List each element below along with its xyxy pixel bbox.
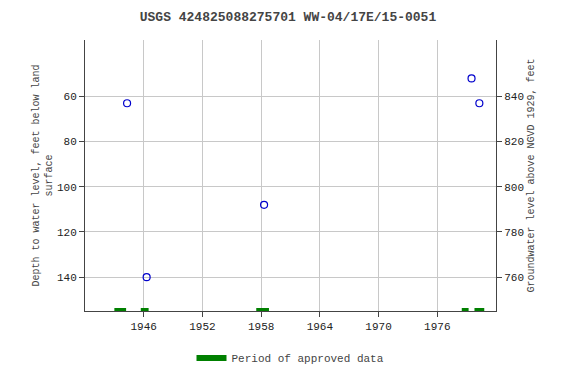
svg-text:820: 820 xyxy=(504,136,524,148)
svg-text:USGS 424825088275701 WW-04/17E: USGS 424825088275701 WW-04/17E/15-0051 xyxy=(140,10,437,25)
svg-text:840: 840 xyxy=(504,91,524,103)
svg-text:1964: 1964 xyxy=(307,321,334,333)
svg-text:760: 760 xyxy=(504,272,524,284)
svg-text:780: 780 xyxy=(504,227,524,239)
svg-text:60: 60 xyxy=(64,91,77,103)
svg-text:100: 100 xyxy=(57,182,77,194)
svg-text:140: 140 xyxy=(57,272,77,284)
svg-text:80: 80 xyxy=(64,136,77,148)
svg-text:1976: 1976 xyxy=(424,321,450,333)
svg-text:1970: 1970 xyxy=(365,321,391,333)
svg-text:800: 800 xyxy=(504,182,524,194)
svg-text:1952: 1952 xyxy=(189,321,215,333)
svg-text:Period of approved data: Period of approved data xyxy=(232,353,384,365)
svg-text:Depth to water level, feet bel: Depth to water level, feet below landsur… xyxy=(31,64,55,286)
svg-text:1946: 1946 xyxy=(131,321,157,333)
svg-text:1958: 1958 xyxy=(248,321,274,333)
svg-text:Groundwater level above NGVD 1: Groundwater level above NGVD 1929, feet xyxy=(526,58,537,292)
svg-text:120: 120 xyxy=(57,227,77,239)
